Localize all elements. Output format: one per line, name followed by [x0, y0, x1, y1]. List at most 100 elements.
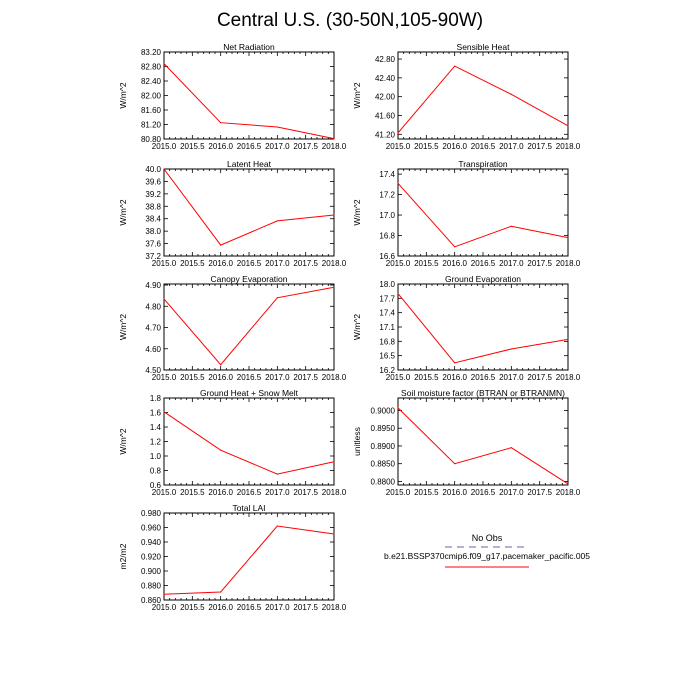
x-tick-label: 2017.0 [499, 373, 524, 382]
legend-obs-label: No Obs [472, 533, 503, 543]
x-tick-label: 2015.0 [152, 259, 177, 268]
panel-1: Net Radiation W/m^2 2015.0 2015.5 2016.0 2016… [118, 42, 347, 151]
y-tick-label: 82.40 [141, 77, 162, 86]
x-tick-label: 2017.5 [293, 603, 318, 612]
y-axis-label: W/m^2 [352, 82, 362, 108]
data-point [510, 348, 512, 350]
y-tick-label: 42.00 [375, 93, 396, 102]
x-tick-label: 2017.0 [265, 603, 290, 612]
x-tick-label: 2017.5 [293, 373, 318, 382]
x-tick-label: 2015.5 [180, 259, 205, 268]
x-tick-label: 2016.5 [471, 142, 496, 151]
x-tick-label: 2016.0 [208, 373, 233, 382]
data-point [220, 449, 222, 451]
data-point [567, 338, 569, 341]
y-tick-label: 0.860 [141, 596, 162, 605]
x-tick-label: 2017.5 [293, 142, 318, 151]
y-tick-label: 38.4 [145, 215, 161, 224]
x-tick-label: 2017.0 [265, 373, 290, 382]
y-tick-label: 0.8800 [371, 477, 396, 486]
x-tick-label: 2016.0 [208, 142, 233, 151]
panel-4: Transpiration W/m^2 2015.0 2015.5 2016.0 2016… [352, 159, 581, 268]
panel-title: Ground Heat + Snow Melt [200, 388, 299, 398]
data-point [276, 126, 278, 128]
x-tick-label: 2015.5 [180, 488, 205, 497]
data-point [220, 244, 222, 246]
x-tick-label: 2017.0 [265, 488, 290, 497]
y-tick-label: 81.60 [141, 106, 162, 115]
data-point [454, 362, 456, 364]
panel-title: Sensible Heat [457, 42, 511, 52]
data-point [333, 286, 335, 288]
y-tick-label: 0.960 [141, 524, 162, 533]
data-point [276, 297, 278, 299]
x-tick-label: 2017.0 [265, 259, 290, 268]
y-tick-label: 4.90 [145, 281, 161, 290]
y-tick-label: 0.8950 [371, 424, 396, 433]
y-tick-label: 42.40 [375, 74, 396, 83]
y-tick-label: 17.0 [379, 211, 395, 220]
data-point [397, 132, 399, 134]
x-tick-label: 2015.0 [386, 142, 411, 151]
y-axis-label: W/m^2 [352, 199, 362, 225]
y-tick-label: 83.20 [141, 48, 162, 57]
panel-7: Ground Heat + Snow Melt W/m^2 2015.0 2015.5… [118, 388, 347, 497]
y-tick-label: 16.8 [379, 232, 395, 241]
x-tick-label: 2017.0 [265, 142, 290, 151]
data-point [163, 593, 165, 595]
series-line [397, 407, 569, 485]
y-tick-label: 0.920 [141, 553, 162, 562]
data-point [276, 473, 278, 475]
y-tick-label: 0.8900 [371, 442, 396, 451]
x-tick-label: 2015.0 [152, 142, 177, 151]
data-point [163, 298, 165, 300]
y-tick-label: 38.8 [145, 202, 161, 211]
y-axis-label: W/m^2 [352, 314, 362, 340]
data-point [454, 246, 456, 248]
x-tick-label: 2016.5 [471, 488, 496, 497]
x-tick-label: 2016.5 [237, 603, 262, 612]
x-tick-label: 2016.0 [442, 259, 467, 268]
y-axis-label: m2/m2 [118, 543, 128, 569]
panel-2: Sensible Heat W/m^2 2015.0 2015.5 2016.0 2016… [352, 42, 581, 151]
y-tick-label: 17.4 [379, 309, 395, 318]
data-point [567, 125, 569, 127]
series-line [163, 286, 335, 366]
y-axis-label: W/m^2 [118, 428, 128, 454]
x-tick-label: 2015.5 [180, 603, 205, 612]
series-line [397, 65, 569, 134]
series-line [397, 182, 569, 248]
x-tick-label: 2017.0 [499, 142, 524, 151]
y-tick-label: 16.5 [379, 352, 395, 361]
panel-title: Ground Evaporation [445, 274, 521, 284]
y-tick-label: 18.0 [379, 280, 395, 289]
data-point [510, 225, 512, 227]
y-tick-label: 0.9000 [371, 406, 396, 415]
data-point [276, 220, 278, 222]
y-tick-label: 0.880 [141, 582, 162, 591]
data-point [454, 463, 456, 465]
y-tick-label: 81.20 [141, 121, 162, 130]
series-line [397, 293, 569, 364]
y-tick-label: 38.0 [145, 227, 161, 236]
data-point [333, 138, 335, 140]
data-point [333, 461, 335, 463]
series-line [163, 63, 335, 140]
y-tick-label: 1.6 [150, 409, 162, 418]
x-tick-label: 2016.0 [208, 603, 233, 612]
data-point [454, 65, 456, 67]
x-tick-label: 2018.0 [556, 259, 581, 268]
data-point [333, 533, 335, 535]
x-tick-label: 2018.0 [322, 259, 347, 268]
x-tick-label: 2015.5 [180, 373, 205, 382]
data-point [333, 214, 335, 216]
x-tick-label: 2016.0 [442, 488, 467, 497]
x-tick-label: 2016.0 [442, 142, 467, 151]
y-tick-label: 80.80 [141, 135, 162, 144]
x-tick-label: 2016.0 [442, 373, 467, 382]
x-tick-label: 2015.0 [152, 603, 177, 612]
